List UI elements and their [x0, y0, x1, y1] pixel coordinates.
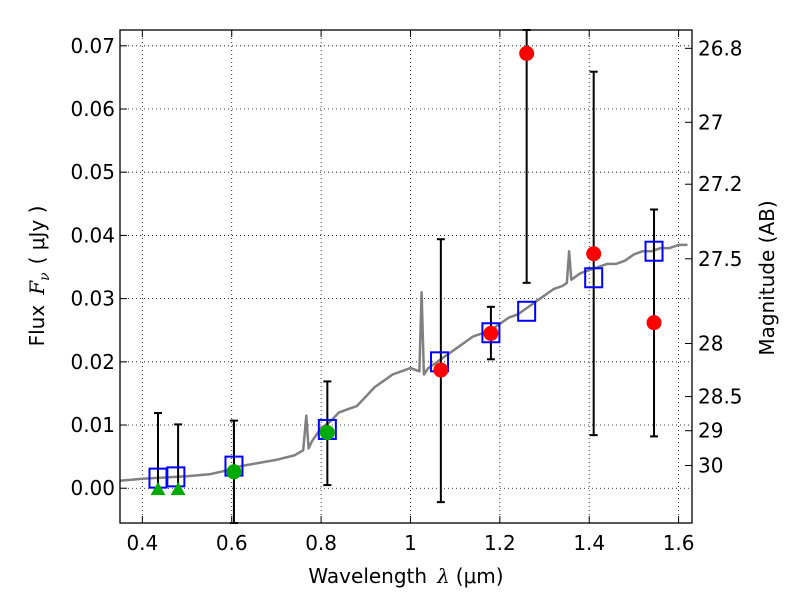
model-photometry-marker — [644, 240, 664, 262]
upper-limit-marker — [150, 482, 166, 496]
y-tick-label: 0.00 — [70, 476, 115, 500]
x-tick-label: 1.2 — [484, 531, 516, 555]
observed-flux-marker — [433, 362, 449, 378]
upper-limit-marker — [170, 482, 186, 496]
grid — [120, 30, 692, 523]
x-axis-label: Wavelength λ (μm) — [308, 564, 503, 588]
y2-tick-label: 29 — [698, 419, 723, 443]
x-tick-label: 1.4 — [573, 531, 605, 555]
x-axis-label-symbol: λ — [436, 564, 450, 588]
y-axis-label-sub: ν — [37, 272, 53, 281]
model-photometry-marker — [584, 267, 604, 289]
y-tick-label: 0.02 — [70, 350, 115, 374]
markers — [148, 45, 664, 496]
y2-tick-label: 27.2 — [698, 172, 743, 196]
y-tick-label: 0.07 — [70, 34, 115, 58]
ticks: 0.4 0.6 0.8 1 1.2 1.4 1.6 0.00 0.01 0.02 0.03 0.04 0… — [70, 30, 743, 555]
y-tick-label: 0.04 — [70, 223, 115, 247]
x-tick-label: 0.6 — [216, 531, 248, 555]
x-tick-label: 1.6 — [663, 531, 695, 555]
y-tick-label: 0.06 — [70, 97, 115, 121]
y2-tick-label: 26.8 — [698, 36, 743, 60]
x-tick-label: 0.4 — [126, 531, 158, 555]
observed-flux-marker — [586, 246, 602, 262]
y-axis-label: Flux Fν ( μJy ) — [25, 206, 53, 347]
y-tick-label: 0.05 — [70, 160, 115, 184]
y2-tick-label: 28 — [698, 331, 723, 355]
x-tick-label: 1 — [404, 531, 417, 555]
y-axis-label-unit: ( μJy ) — [25, 206, 49, 265]
y-tick-label: 0.01 — [70, 413, 115, 437]
y-axis-label-prefix: Flux — [25, 305, 49, 347]
y-axis-label-symbol: F — [25, 280, 49, 296]
y2-tick-label: 27.5 — [698, 247, 743, 271]
observed-flux-marker — [519, 45, 535, 61]
plot-frame — [119, 29, 693, 524]
y2-tick-label: 28.5 — [698, 385, 743, 409]
y2-tick-label: 27 — [698, 110, 723, 134]
x-axis-label-prefix: Wavelength — [308, 564, 427, 588]
x-axis-label-unit: (μm) — [456, 564, 504, 588]
x-tick-label: 0.8 — [305, 531, 337, 555]
error-bars — [153, 29, 659, 524]
y2-tick-label: 30 — [698, 453, 723, 477]
y-tick-label: 0.03 — [70, 287, 115, 311]
observed-flux-marker — [319, 425, 335, 441]
observed-flux-marker — [226, 464, 242, 480]
model-photometry-marker — [517, 300, 537, 322]
observed-flux-marker — [646, 315, 662, 331]
observed-flux-marker — [483, 325, 499, 341]
model-photometry-marker — [481, 322, 501, 344]
y2-axis-label: Magnitude (AB) — [755, 200, 779, 355]
